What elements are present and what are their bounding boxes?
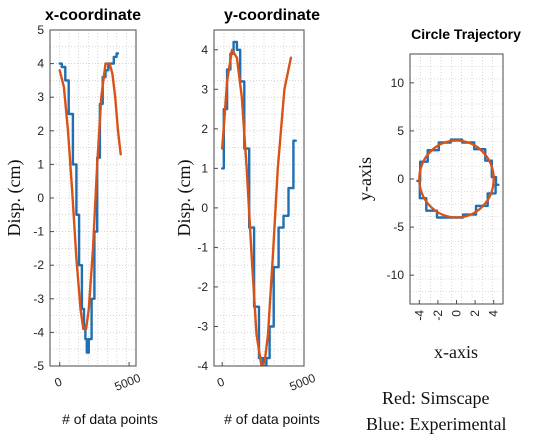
y-tick-label: -4 bbox=[33, 325, 44, 339]
x-tick-label: 5000 bbox=[287, 371, 317, 394]
y-tick-label: -3 bbox=[197, 319, 208, 333]
y-tick-label: 3 bbox=[37, 90, 44, 104]
y-axis-label: Disp. (cm) bbox=[174, 160, 195, 237]
x-tick-label: 0 bbox=[215, 374, 227, 390]
x-tick-label: 4 bbox=[487, 310, 501, 317]
y-tick-label: 5 bbox=[397, 124, 404, 138]
series-group bbox=[58, 52, 122, 354]
legend-note-red: Red: Simscape bbox=[382, 388, 490, 408]
series-group bbox=[221, 40, 297, 366]
chart-title: x-coordinate bbox=[45, 7, 141, 24]
y-axis-label: y-axis bbox=[355, 157, 375, 201]
y-tick-label: 3 bbox=[201, 82, 208, 96]
series-simscape bbox=[221, 48, 293, 366]
y-tick-label: 2 bbox=[37, 124, 44, 138]
y-axis-label: Disp. (cm) bbox=[4, 160, 25, 237]
y-tick-label: -1 bbox=[197, 240, 208, 254]
x-tick-label: 0 bbox=[52, 374, 64, 390]
x-tick-label: 0 bbox=[450, 310, 464, 317]
plot-area bbox=[410, 54, 503, 304]
y-tick-label: 4 bbox=[201, 43, 208, 57]
axes-box bbox=[213, 29, 305, 367]
y-tick-label: 1 bbox=[37, 157, 44, 171]
chart-title: y-coordinate bbox=[224, 7, 320, 24]
chart-2: -4 -3 -2 -1 0 1 2 3 4 0 5000 y-coordinate Disp. (cm)… bbox=[174, 7, 320, 427]
grid bbox=[410, 54, 503, 304]
x-tick-label: 5000 bbox=[113, 371, 143, 394]
y-tick-label: -2 bbox=[197, 280, 208, 294]
y-tick-label: 1 bbox=[201, 161, 208, 175]
y-tick-label: 10 bbox=[391, 76, 405, 90]
x-tick-label: -2 bbox=[431, 310, 445, 321]
series-experimental bbox=[58, 52, 120, 354]
y-tick-label: 5 bbox=[37, 23, 44, 37]
series-simscape bbox=[418, 139, 495, 219]
x-tick-label: -4 bbox=[412, 310, 426, 321]
x-axis-label: x-axis bbox=[434, 342, 478, 362]
chart-title: Circle Trajectory bbox=[411, 26, 521, 42]
legend-note-blue: Blue: Experimental bbox=[366, 414, 507, 434]
y-tick-label: -5 bbox=[33, 359, 44, 373]
y-tick-label: -2 bbox=[33, 258, 44, 272]
y-tick-label: -5 bbox=[393, 220, 404, 234]
series-simscape bbox=[58, 62, 122, 331]
x-tick-label: 2 bbox=[468, 310, 482, 317]
y-tick-label: -4 bbox=[197, 359, 208, 373]
y-tick-label: -10 bbox=[387, 268, 405, 282]
y-tick-label: 0 bbox=[397, 172, 404, 186]
y-tick-label: -1 bbox=[33, 225, 44, 239]
x-axis-label: # of data points bbox=[62, 411, 158, 427]
chart-1: -5 -4 -3 -2 -1 0 1 2 3 4 5 0 5000 x-coordinate Disp. (… bbox=[4, 7, 158, 427]
y-tick-label: 4 bbox=[37, 57, 44, 71]
y-tick-label: 0 bbox=[37, 191, 44, 205]
x-axis-label: # of data points bbox=[224, 411, 320, 427]
y-tick-label: 2 bbox=[201, 122, 208, 136]
y-tick-label: 0 bbox=[201, 201, 208, 215]
series-group bbox=[416, 138, 500, 219]
y-tick-label: -3 bbox=[33, 292, 44, 306]
